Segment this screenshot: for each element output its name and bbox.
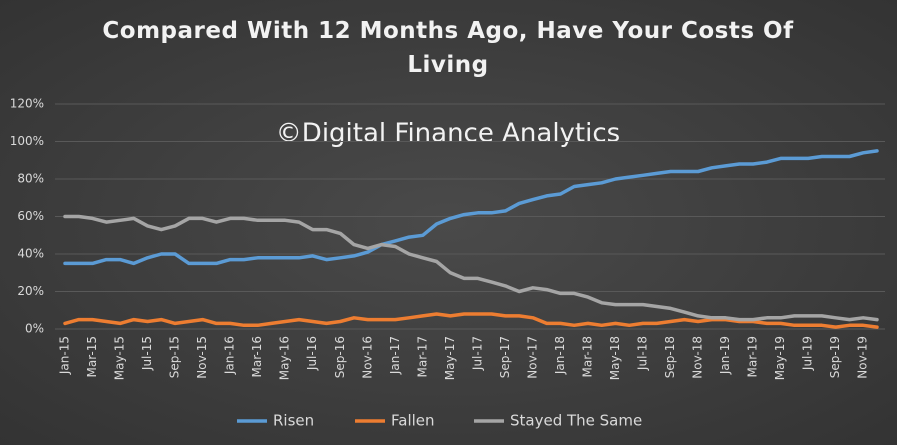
legend-label: Risen bbox=[273, 412, 314, 430]
x-tick-label: May-18 bbox=[608, 336, 622, 380]
x-tick-label: Mar-16 bbox=[250, 336, 264, 377]
x-tick-label: Jan-18 bbox=[553, 336, 567, 375]
x-tick-label: Nov-16 bbox=[360, 336, 374, 379]
line-series bbox=[63, 214, 879, 322]
x-tick-label: Mar-18 bbox=[580, 336, 594, 377]
x-tick-label: May-15 bbox=[113, 336, 127, 380]
x-tick-label: May-19 bbox=[773, 336, 787, 380]
x-tick-label: Sep-19 bbox=[828, 336, 842, 378]
y-tick-label: 120% bbox=[10, 97, 44, 111]
y-tick-label: 100% bbox=[10, 134, 44, 148]
x-tick-label: Jan-16 bbox=[223, 336, 237, 375]
chart-title: Compared With 12 Months Ago, Have Your C… bbox=[102, 18, 794, 78]
y-tick-label: 20% bbox=[17, 284, 44, 298]
x-tick-label: Nov-15 bbox=[195, 336, 209, 379]
y-tick-label: 80% bbox=[17, 172, 44, 186]
x-tick-label: Jul-16 bbox=[305, 336, 319, 371]
x-tick-label: May-16 bbox=[278, 336, 292, 380]
line-series bbox=[63, 312, 879, 329]
x-tick-label: Jan-15 bbox=[58, 336, 72, 375]
x-tick-label: Mar-19 bbox=[746, 336, 760, 377]
x-tick-label: Nov-19 bbox=[856, 336, 870, 379]
x-tick-label: Jul-18 bbox=[636, 336, 650, 371]
x-tick-label: Mar-17 bbox=[415, 336, 429, 377]
x-tick-label: Sep-18 bbox=[663, 336, 677, 378]
x-tick-label: Nov-17 bbox=[525, 336, 539, 379]
x-tick-label: Jul-19 bbox=[801, 336, 815, 371]
legend-label: Fallen bbox=[391, 412, 435, 430]
legend-label: Stayed The Same bbox=[510, 412, 642, 430]
x-tick-label: May-17 bbox=[443, 336, 457, 380]
x-tick-label: Jul-17 bbox=[470, 336, 484, 371]
x-tick-label: Sep-17 bbox=[498, 336, 512, 378]
x-tick-label: Sep-16 bbox=[333, 336, 347, 378]
x-tick-label: Jan-17 bbox=[388, 336, 402, 375]
x-tick-label: Nov-18 bbox=[691, 336, 705, 379]
line-series bbox=[63, 149, 879, 266]
x-tick-label: Sep-15 bbox=[168, 336, 182, 378]
y-tick-label: 40% bbox=[17, 247, 44, 261]
annotation: ©Digital Finance Analytics bbox=[276, 119, 620, 149]
y-tick-label: 60% bbox=[17, 209, 44, 223]
y-tick-label: 0% bbox=[25, 322, 44, 336]
x-tick-label: Mar-15 bbox=[85, 336, 99, 377]
x-tick-label: Jul-15 bbox=[140, 336, 154, 371]
x-tick-label: Jan-19 bbox=[718, 336, 732, 375]
